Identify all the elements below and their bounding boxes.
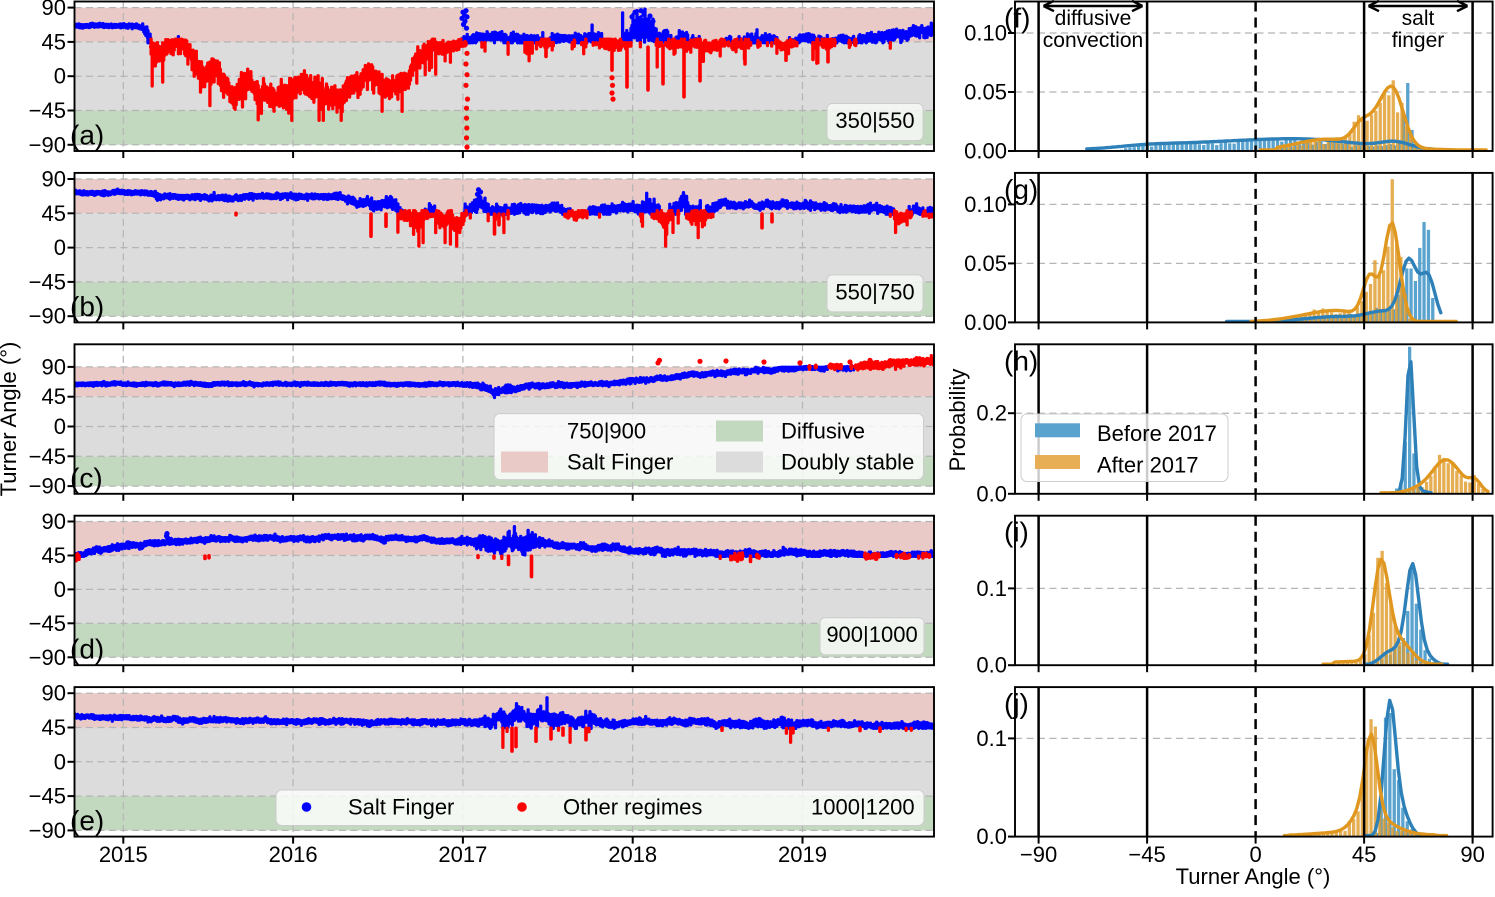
svg-text:90: 90 <box>42 509 66 534</box>
svg-text:0.0: 0.0 <box>976 653 1007 678</box>
svg-text:45: 45 <box>42 715 66 740</box>
svg-text:(f): (f) <box>1004 3 1030 34</box>
svg-text:(c): (c) <box>70 462 103 493</box>
svg-text:−45: −45 <box>1128 842 1165 867</box>
svg-text:0: 0 <box>54 64 66 89</box>
svg-text:350|550: 350|550 <box>835 108 914 133</box>
svg-text:Turner Angle (°): Turner Angle (°) <box>1176 864 1331 889</box>
svg-text:0.2: 0.2 <box>976 401 1007 426</box>
svg-text:90: 90 <box>42 681 66 706</box>
svg-text:(g): (g) <box>1004 174 1038 205</box>
svg-text:Other regimes: Other regimes <box>563 795 702 820</box>
svg-text:Doubly stable: Doubly stable <box>781 450 914 475</box>
svg-text:Probability: Probability <box>945 369 970 472</box>
svg-text:0.10: 0.10 <box>964 192 1007 217</box>
svg-text:convection: convection <box>1043 29 1143 52</box>
svg-text:45: 45 <box>1352 842 1376 867</box>
svg-text:750|900: 750|900 <box>567 419 646 444</box>
svg-text:−45: −45 <box>29 269 66 294</box>
svg-text:550|750: 550|750 <box>835 279 914 304</box>
svg-text:0.05: 0.05 <box>964 80 1007 105</box>
svg-text:−90: −90 <box>1020 842 1057 867</box>
svg-text:45: 45 <box>42 201 66 226</box>
svg-text:0.0: 0.0 <box>976 824 1007 849</box>
svg-text:−45: −45 <box>29 98 66 123</box>
svg-text:2019: 2019 <box>778 842 827 867</box>
svg-text:−45: −45 <box>29 784 66 809</box>
svg-text:−90: −90 <box>29 474 66 499</box>
svg-text:−45: −45 <box>29 444 66 469</box>
svg-text:Before 2017: Before 2017 <box>1097 421 1217 446</box>
svg-text:(i): (i) <box>1004 517 1029 548</box>
svg-text:Turner Angle (°): Turner Angle (°) <box>0 342 21 497</box>
svg-text:2017: 2017 <box>438 842 487 867</box>
svg-text:−90: −90 <box>29 132 66 157</box>
svg-text:(h): (h) <box>1004 345 1038 376</box>
svg-text:0.10: 0.10 <box>964 21 1007 46</box>
svg-text:finger: finger <box>1392 29 1445 52</box>
svg-text:(e): (e) <box>70 805 104 836</box>
svg-text:2016: 2016 <box>269 842 318 867</box>
svg-text:0: 0 <box>1249 842 1261 867</box>
svg-text:(b): (b) <box>70 291 104 322</box>
svg-text:0: 0 <box>54 235 66 260</box>
svg-text:Salt Finger: Salt Finger <box>348 795 454 820</box>
svg-text:diffusive: diffusive <box>1055 7 1132 30</box>
svg-text:0: 0 <box>54 414 66 439</box>
svg-text:−90: −90 <box>29 304 66 329</box>
svg-text:0.05: 0.05 <box>964 251 1007 276</box>
svg-text:900|1000: 900|1000 <box>826 622 917 647</box>
svg-text:(a): (a) <box>70 120 104 151</box>
svg-text:After 2017: After 2017 <box>1097 453 1199 478</box>
svg-text:2018: 2018 <box>608 842 657 867</box>
svg-text:(d): (d) <box>70 634 104 665</box>
svg-text:0.1: 0.1 <box>976 576 1007 601</box>
svg-text:90: 90 <box>42 354 66 379</box>
svg-text:1000|1200: 1000|1200 <box>811 795 915 820</box>
svg-text:(j): (j) <box>1004 688 1029 719</box>
svg-text:0.0: 0.0 <box>976 481 1007 506</box>
svg-text:45: 45 <box>42 543 66 568</box>
svg-text:Salt Finger: Salt Finger <box>567 450 673 475</box>
svg-text:−45: −45 <box>29 611 66 636</box>
svg-text:0.00: 0.00 <box>964 139 1007 164</box>
svg-text:90: 90 <box>42 167 66 192</box>
svg-text:0.1: 0.1 <box>976 726 1007 751</box>
svg-text:90: 90 <box>1460 842 1484 867</box>
svg-text:−90: −90 <box>29 818 66 843</box>
svg-text:90: 90 <box>42 0 66 20</box>
svg-text:Diffusive: Diffusive <box>781 419 865 444</box>
svg-text:45: 45 <box>42 384 66 409</box>
svg-text:0.00: 0.00 <box>964 310 1007 335</box>
svg-text:−90: −90 <box>29 645 66 670</box>
svg-text:2015: 2015 <box>99 842 148 867</box>
svg-text:0: 0 <box>54 577 66 602</box>
svg-text:salt: salt <box>1402 7 1435 30</box>
svg-text:45: 45 <box>42 29 66 54</box>
svg-text:0: 0 <box>54 749 66 774</box>
